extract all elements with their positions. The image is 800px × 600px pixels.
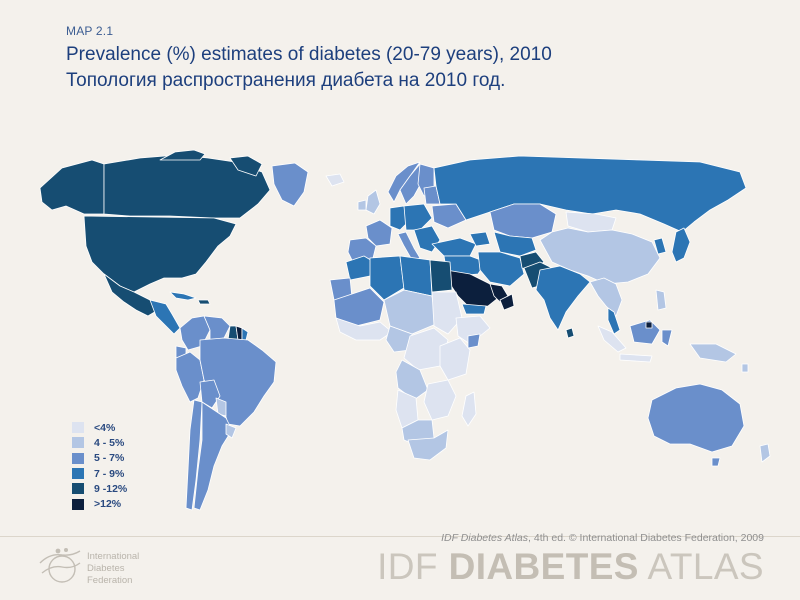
org-name-line: Diabetes (87, 563, 125, 574)
region-pacific-islands (741, 363, 749, 373)
region-chile (185, 399, 203, 511)
region-bolivia (199, 379, 221, 409)
region-kazakhstan (489, 203, 557, 239)
map-number-label: MAP 2.1 (66, 24, 114, 38)
region-greenland (271, 162, 309, 207)
legend-item: 4 - 5% (72, 435, 127, 450)
region-algeria (369, 255, 405, 301)
region-saudi-arabia (445, 269, 499, 309)
region-japan (671, 227, 691, 263)
region-caribbean (169, 291, 197, 301)
region-alaska (39, 159, 105, 215)
region-norway (387, 161, 421, 203)
idf-organization-name: International Diabetes Federation (87, 551, 139, 587)
footer-divider (0, 536, 800, 537)
legend-item: 7 - 9% (72, 466, 127, 481)
region-yemen (461, 303, 487, 315)
region-usa (83, 215, 237, 293)
legend-item: 9 -12% (72, 481, 127, 496)
region-egypt (429, 259, 453, 293)
region-west-africa-coast (335, 317, 393, 341)
region-russia (433, 155, 747, 233)
legend-swatch (72, 422, 84, 434)
legend-item: 5 - 7% (72, 451, 127, 466)
region-philippines (655, 289, 667, 311)
legend-item: <4% (72, 420, 127, 435)
region-turkey (431, 237, 477, 257)
legend-label: >12% (94, 498, 122, 511)
region-peru (175, 351, 205, 403)
region-baffin (229, 155, 263, 177)
region-paraguay (215, 397, 227, 417)
region-new-zealand (759, 443, 771, 463)
region-ethiopia-accent (467, 333, 481, 349)
region-hispaniola (197, 299, 211, 305)
credit-publication: IDF Diabetes Atlas (441, 532, 529, 544)
region-java (619, 353, 653, 363)
region-east-africa (439, 337, 471, 381)
region-canada-islands (159, 149, 206, 161)
region-sulawesi (661, 329, 673, 347)
legend-label: 7 - 9% (94, 467, 125, 480)
region-italy (397, 231, 421, 261)
region-south-africa (407, 429, 449, 461)
region-iceland (325, 173, 345, 187)
legend-label: <4% (94, 421, 116, 434)
legend-item: >12% (72, 496, 127, 511)
map-legend: <4% 4 - 5% 5 - 7% 7 - 9% 9 -12% >12% (72, 420, 127, 512)
region-malay-peninsula (607, 307, 621, 335)
credit-text: , 4th ed. © International Diabetes Feder… (528, 532, 764, 544)
idf-logo-icon (39, 548, 81, 583)
region-borneo (629, 319, 661, 345)
region-uruguay (225, 423, 237, 439)
region-mainland-sea (589, 277, 623, 317)
legend-swatch (72, 437, 84, 449)
region-sri-lanka (565, 327, 575, 339)
map-title-english: Prevalence (%) estimates of diabetes (20… (66, 44, 552, 65)
legend-swatch (72, 452, 84, 464)
region-ireland (357, 199, 367, 211)
region-india (535, 265, 591, 331)
legend-label: 5 - 7% (94, 452, 125, 465)
legend-swatch (72, 498, 84, 510)
region-central-europe (403, 203, 433, 231)
legend-label: 4 - 5% (94, 436, 125, 449)
region-korea (653, 237, 667, 255)
region-nigeria (385, 325, 413, 353)
region-iran (477, 251, 525, 287)
map-title-russian: Топология распространения диабета на 201… (66, 70, 506, 91)
region-new-guinea (689, 343, 737, 363)
region-french-guiana (241, 327, 249, 341)
region-brunei (645, 321, 653, 329)
region-caucasus (469, 231, 491, 247)
region-mexico (103, 273, 159, 317)
region-tasmania (711, 457, 721, 467)
org-name-line: Federation (87, 575, 133, 586)
legend-label: 9 -12% (94, 482, 128, 495)
region-madagascar (461, 391, 477, 427)
region-sudan (431, 291, 463, 335)
region-argentina (193, 401, 233, 511)
region-germany (389, 205, 409, 231)
copyright-credit: IDF Diabetes Atlas, 4th ed. © Internatio… (441, 532, 764, 544)
region-central-america (149, 299, 181, 335)
region-sumatra (597, 325, 627, 353)
org-name-line: International (87, 551, 140, 562)
region-southeast-africa (423, 379, 457, 421)
region-australia (647, 383, 745, 453)
wordmark-atlas: ATLAS (638, 546, 764, 587)
region-uk (365, 189, 381, 215)
wordmark-diabetes: DIABETES (448, 546, 639, 587)
wordmark-idf: IDF (377, 546, 449, 587)
region-france (365, 219, 393, 247)
legend-swatch (72, 468, 84, 480)
atlas-wordmark: IDF DIABETES ATLAS (377, 546, 764, 588)
legend-swatch (72, 483, 84, 495)
region-oman (499, 293, 515, 311)
